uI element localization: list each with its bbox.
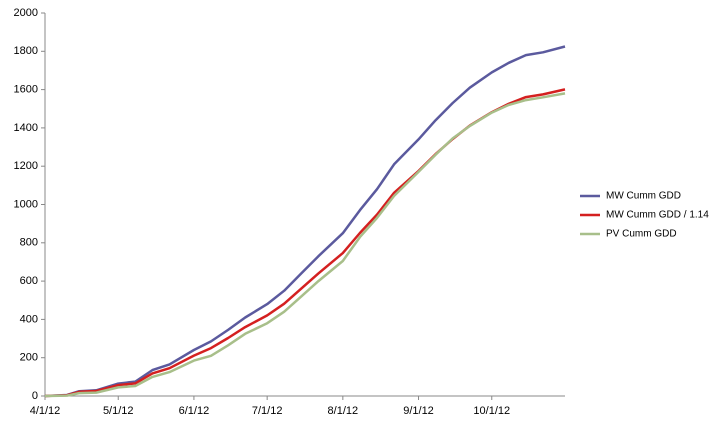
y-tick-label: 800 — [20, 237, 38, 249]
series-line — [44, 92, 566, 398]
legend-label: MW Cumm GDD / 1.14 — [606, 210, 709, 221]
x-tick-label: 9/1/12 — [403, 405, 434, 417]
y-tick-label: 0 — [32, 390, 38, 402]
legend: MW Cumm GDD MW Cumm GDD / 1.14 PV Cumm GDD — [580, 191, 709, 240]
y-tick-label: 2000 — [14, 7, 38, 19]
y-tick-label: 1000 — [14, 198, 38, 210]
y-tick-label: 1800 — [14, 45, 38, 57]
x-tick-label: 7/1/12 — [252, 405, 283, 417]
y-tick-label: 1200 — [14, 160, 38, 172]
y-tick-label: 400 — [20, 313, 38, 325]
series-line — [44, 88, 566, 398]
x-tick-label: 4/1/12 — [30, 405, 61, 417]
y-tick-label: 200 — [20, 352, 38, 364]
legend-label: MW Cumm GDD — [606, 191, 681, 202]
legend-label: PV Cumm GDD — [606, 229, 677, 240]
y-tick-label: 600 — [20, 275, 38, 287]
y-tick-label: 1600 — [14, 84, 38, 96]
x-tick-label: 6/1/12 — [179, 405, 210, 417]
x-tick-label: 8/1/12 — [328, 405, 359, 417]
x-tick-label: 10/1/12 — [473, 405, 510, 417]
series-line — [44, 45, 566, 398]
y-tick-label: 1400 — [14, 122, 38, 134]
x-tick-label: 5/1/12 — [103, 405, 134, 417]
